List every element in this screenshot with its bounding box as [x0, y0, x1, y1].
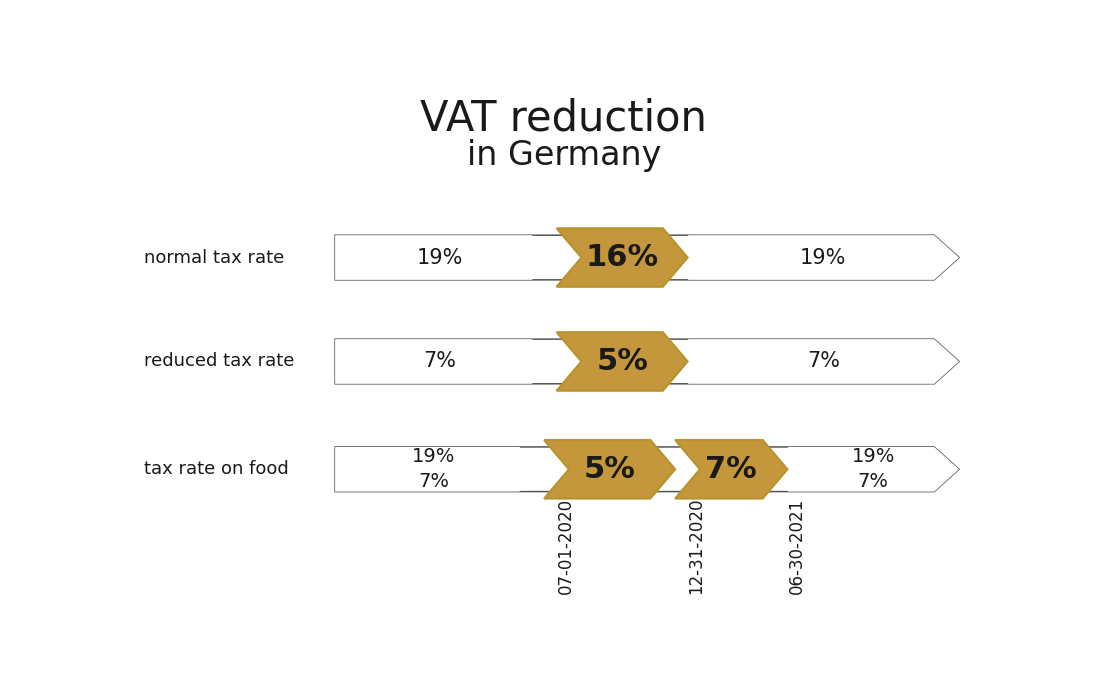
- Text: 16%: 16%: [585, 243, 659, 272]
- Text: 06-30-2021: 06-30-2021: [788, 498, 805, 594]
- Polygon shape: [336, 235, 959, 280]
- Text: tax rate on food: tax rate on food: [144, 460, 288, 478]
- Text: in Germany: in Germany: [466, 139, 661, 171]
- Polygon shape: [557, 332, 688, 391]
- Text: reduced tax rate: reduced tax rate: [144, 352, 294, 370]
- Text: 19%
7%: 19% 7%: [851, 447, 895, 491]
- Polygon shape: [336, 339, 959, 384]
- Polygon shape: [688, 339, 959, 384]
- Text: 12-31-2020: 12-31-2020: [688, 498, 705, 594]
- Text: 19%: 19%: [800, 247, 847, 268]
- Text: 19%: 19%: [417, 247, 463, 268]
- Text: 7%: 7%: [424, 352, 456, 372]
- Text: 5%: 5%: [596, 347, 648, 376]
- Polygon shape: [788, 447, 959, 492]
- Text: 5%: 5%: [584, 455, 636, 484]
- Polygon shape: [336, 235, 557, 280]
- Text: 7%: 7%: [705, 455, 757, 484]
- Polygon shape: [336, 447, 544, 492]
- Polygon shape: [544, 440, 675, 499]
- Text: 19%
7%: 19% 7%: [411, 447, 455, 491]
- Polygon shape: [675, 440, 788, 499]
- Polygon shape: [336, 447, 959, 492]
- Text: VAT reduction: VAT reduction: [420, 98, 707, 140]
- Text: 07-01-2020: 07-01-2020: [557, 498, 574, 594]
- Text: normal tax rate: normal tax rate: [144, 249, 284, 266]
- Polygon shape: [688, 235, 959, 280]
- Polygon shape: [336, 339, 557, 384]
- Polygon shape: [557, 228, 688, 287]
- Text: 7%: 7%: [806, 352, 839, 372]
